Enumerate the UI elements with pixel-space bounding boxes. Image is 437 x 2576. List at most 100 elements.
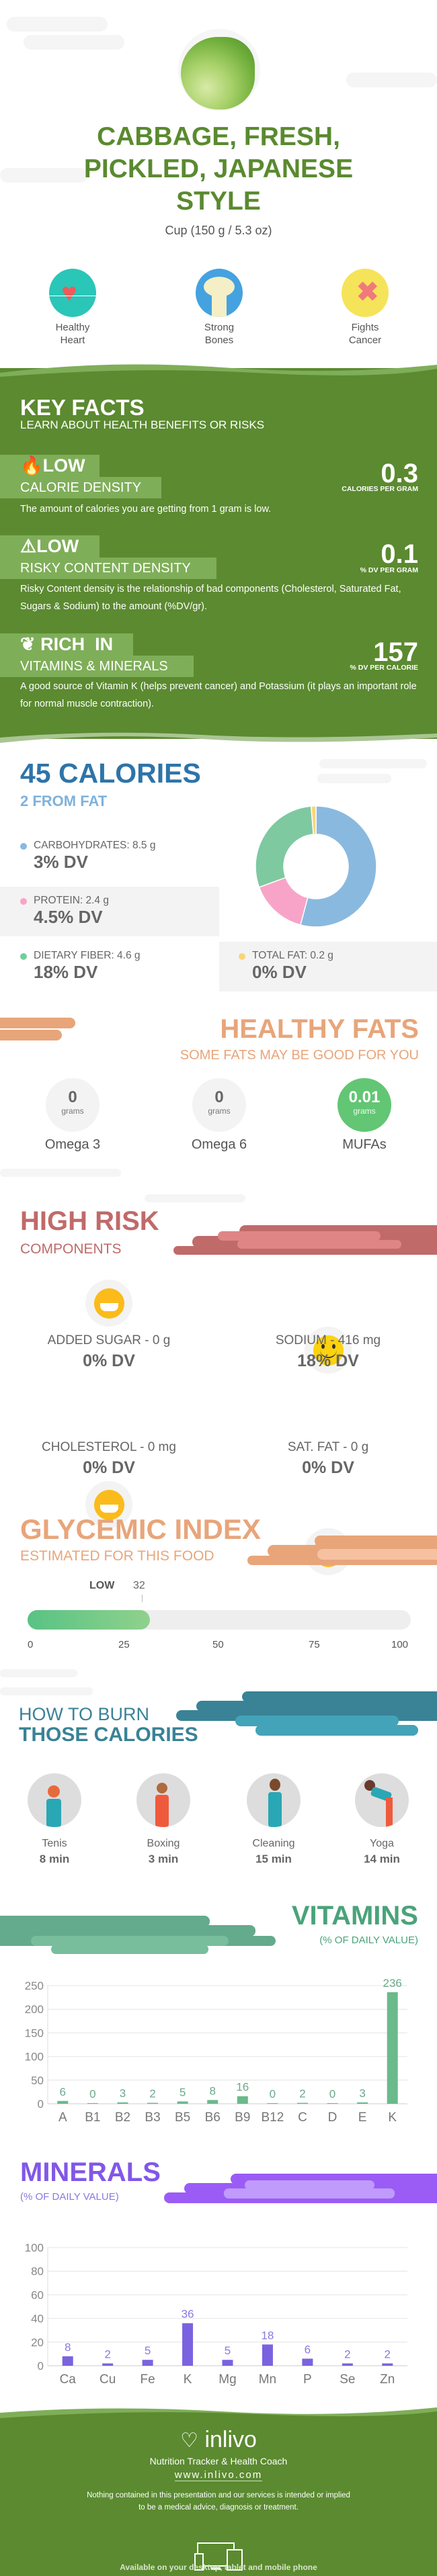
tennis-icon [28,1773,81,1827]
data-label: 6 [60,2086,66,2098]
tick-label: 50 [212,1639,224,1650]
key-facts-subtitle: LEARN ABOUT HEALTH BENEFITS OR RISKS [20,418,265,431]
decor-bar [315,1536,437,1546]
y-tick-label: 60 [31,2289,44,2301]
y-tick-label: 150 [25,2027,44,2039]
footer-logo: ♡ inlivo [0,2427,437,2453]
fat-unit: grams [61,1106,84,1116]
healthy-fats-subtitle: SOME FATS MAY BE GOOD FOR YOU [180,1048,419,1063]
website-link[interactable]: www.inlivo.com [174,2469,263,2481]
bar [87,2103,98,2104]
footer [0,2422,437,2576]
y-tick-label: 0 [38,2360,44,2372]
bar [296,2102,308,2104]
key-facts-title: KEY FACTS [20,395,145,420]
risk-dv: 18% DV [297,1351,359,1370]
fact-name: CALORIE DENSITY [0,477,161,498]
data-label: 2 [299,2088,305,2100]
fact-level-text: LOW [36,536,79,556]
data-label: 36 [182,2308,194,2321]
data-label: 5 [145,2344,151,2357]
macro-label: DIETARY FIBER: 4.6 g [34,950,141,961]
fat-value: 0 [68,1088,77,1106]
tick-label: 75 [309,1639,320,1650]
fact-level-text: RICH IN [40,634,114,654]
bar [142,2360,153,2366]
glycemic-marker [142,1595,143,1602]
exercise-time: 14 min [364,1853,400,1865]
exercise-tennis: Tenis 8 min [11,1773,98,1866]
x-tick-label: B9 [235,2111,250,2125]
data-label: 0 [89,2088,95,2100]
macro-dv: 18% DV [34,962,98,982]
title-line: PICKLED, JAPANESE [83,154,354,183]
high-risk-title: HIGH RISK [20,1206,159,1236]
fact-description: Risky Content density is the relationshi… [20,584,401,612]
footer-disclaimer: Nothing contained in this presentation a… [0,2489,437,2514]
x-tick-label: Cu [100,2372,116,2387]
decor-cloud [0,1687,93,1695]
y-tick-label: 250 [25,1980,44,1992]
macro-dv: 3% DV [34,852,88,872]
fat-value: 0 [214,1088,224,1106]
data-label: 2 [149,2088,155,2100]
warning-icon: ⚠ [20,536,37,556]
bar [102,2363,114,2366]
x-tick-label: C [298,2111,307,2125]
fact-unit: % DV PER CALORIE [350,664,418,672]
disclaimer-line: Nothing contained in this presentation a… [87,2491,350,2499]
grin-face-icon [94,1288,124,1319]
x-tick-label: K [388,2111,397,2125]
fact-name: RISKY CONTENT DENSITY [0,558,216,579]
benefit-strong-bones: Strong Bones [179,269,260,347]
decor-cloud [145,1194,245,1202]
macro-label: CARBOHYDRATES: 8.5 g [34,840,156,851]
devices-icon [194,2542,243,2571]
x-tick-label: P [303,2372,312,2387]
serving-size: Cup (150 g / 5.3 oz) [165,224,272,237]
exercise-name: Tenis [42,1838,67,1849]
bar [342,2363,353,2366]
vitamins-title: VITAMINS [291,1901,418,1930]
data-label: 18 [261,2329,274,2342]
macro-donut-chart [255,805,377,928]
exercise-cleaning: Cleaning 15 min [230,1773,317,1866]
fat-name: MUFAs [342,1137,387,1152]
macro-highlight [0,887,219,936]
wave-divider [0,364,437,380]
tick-label: 100 [391,1639,409,1650]
glycemic-fill [28,1610,151,1630]
benefit-label: Healthy [55,322,90,333]
glycemic-title: GLYCEMIC INDEX [20,1513,261,1545]
fact-value: 0.1 [381,539,418,569]
legend-dot [20,953,27,960]
heart-icon: ♥ [49,269,96,317]
exercise-name: Boxing [147,1838,180,1849]
food-image [178,29,260,111]
data-label: 0 [329,2088,335,2100]
fact-level: ⚠LOW [0,535,100,558]
macro-carbohydrates: CARBOHYDRATES: 8.5 g 3% DV [20,840,155,873]
macro-highlight [219,942,437,991]
yoga-icon [355,1773,409,1827]
cleaning-icon [247,1773,301,1827]
bar [207,2100,218,2104]
disclaimer-line: to be a medical advice, diagnosis or tre… [138,2503,299,2512]
decor-cloud [317,774,391,783]
glycemic-subtitle: ESTIMATED FOR THIS FOOD [20,1548,214,1564]
macro-fiber: DIETARY FIBER: 4.6 g 18% DV [20,950,141,983]
decor-cloud [0,1669,77,1677]
fat-omega3-circle: 0 grams [46,1078,100,1132]
leaf-icon: ❦ [20,634,41,654]
data-label: 8 [65,2341,71,2354]
data-label: 3 [120,2087,126,2100]
decor-bar [0,1030,62,1040]
wave-divider [0,732,437,743]
decor-bar [237,1240,401,1249]
x-tick-label: E [358,2111,367,2125]
footer-link-container: www.inlivo.com [0,2469,437,2481]
y-tick-label: 50 [31,2074,44,2087]
decor-bar [0,1018,75,1028]
x-tick-label: B6 [205,2111,221,2125]
bar [262,2344,273,2366]
